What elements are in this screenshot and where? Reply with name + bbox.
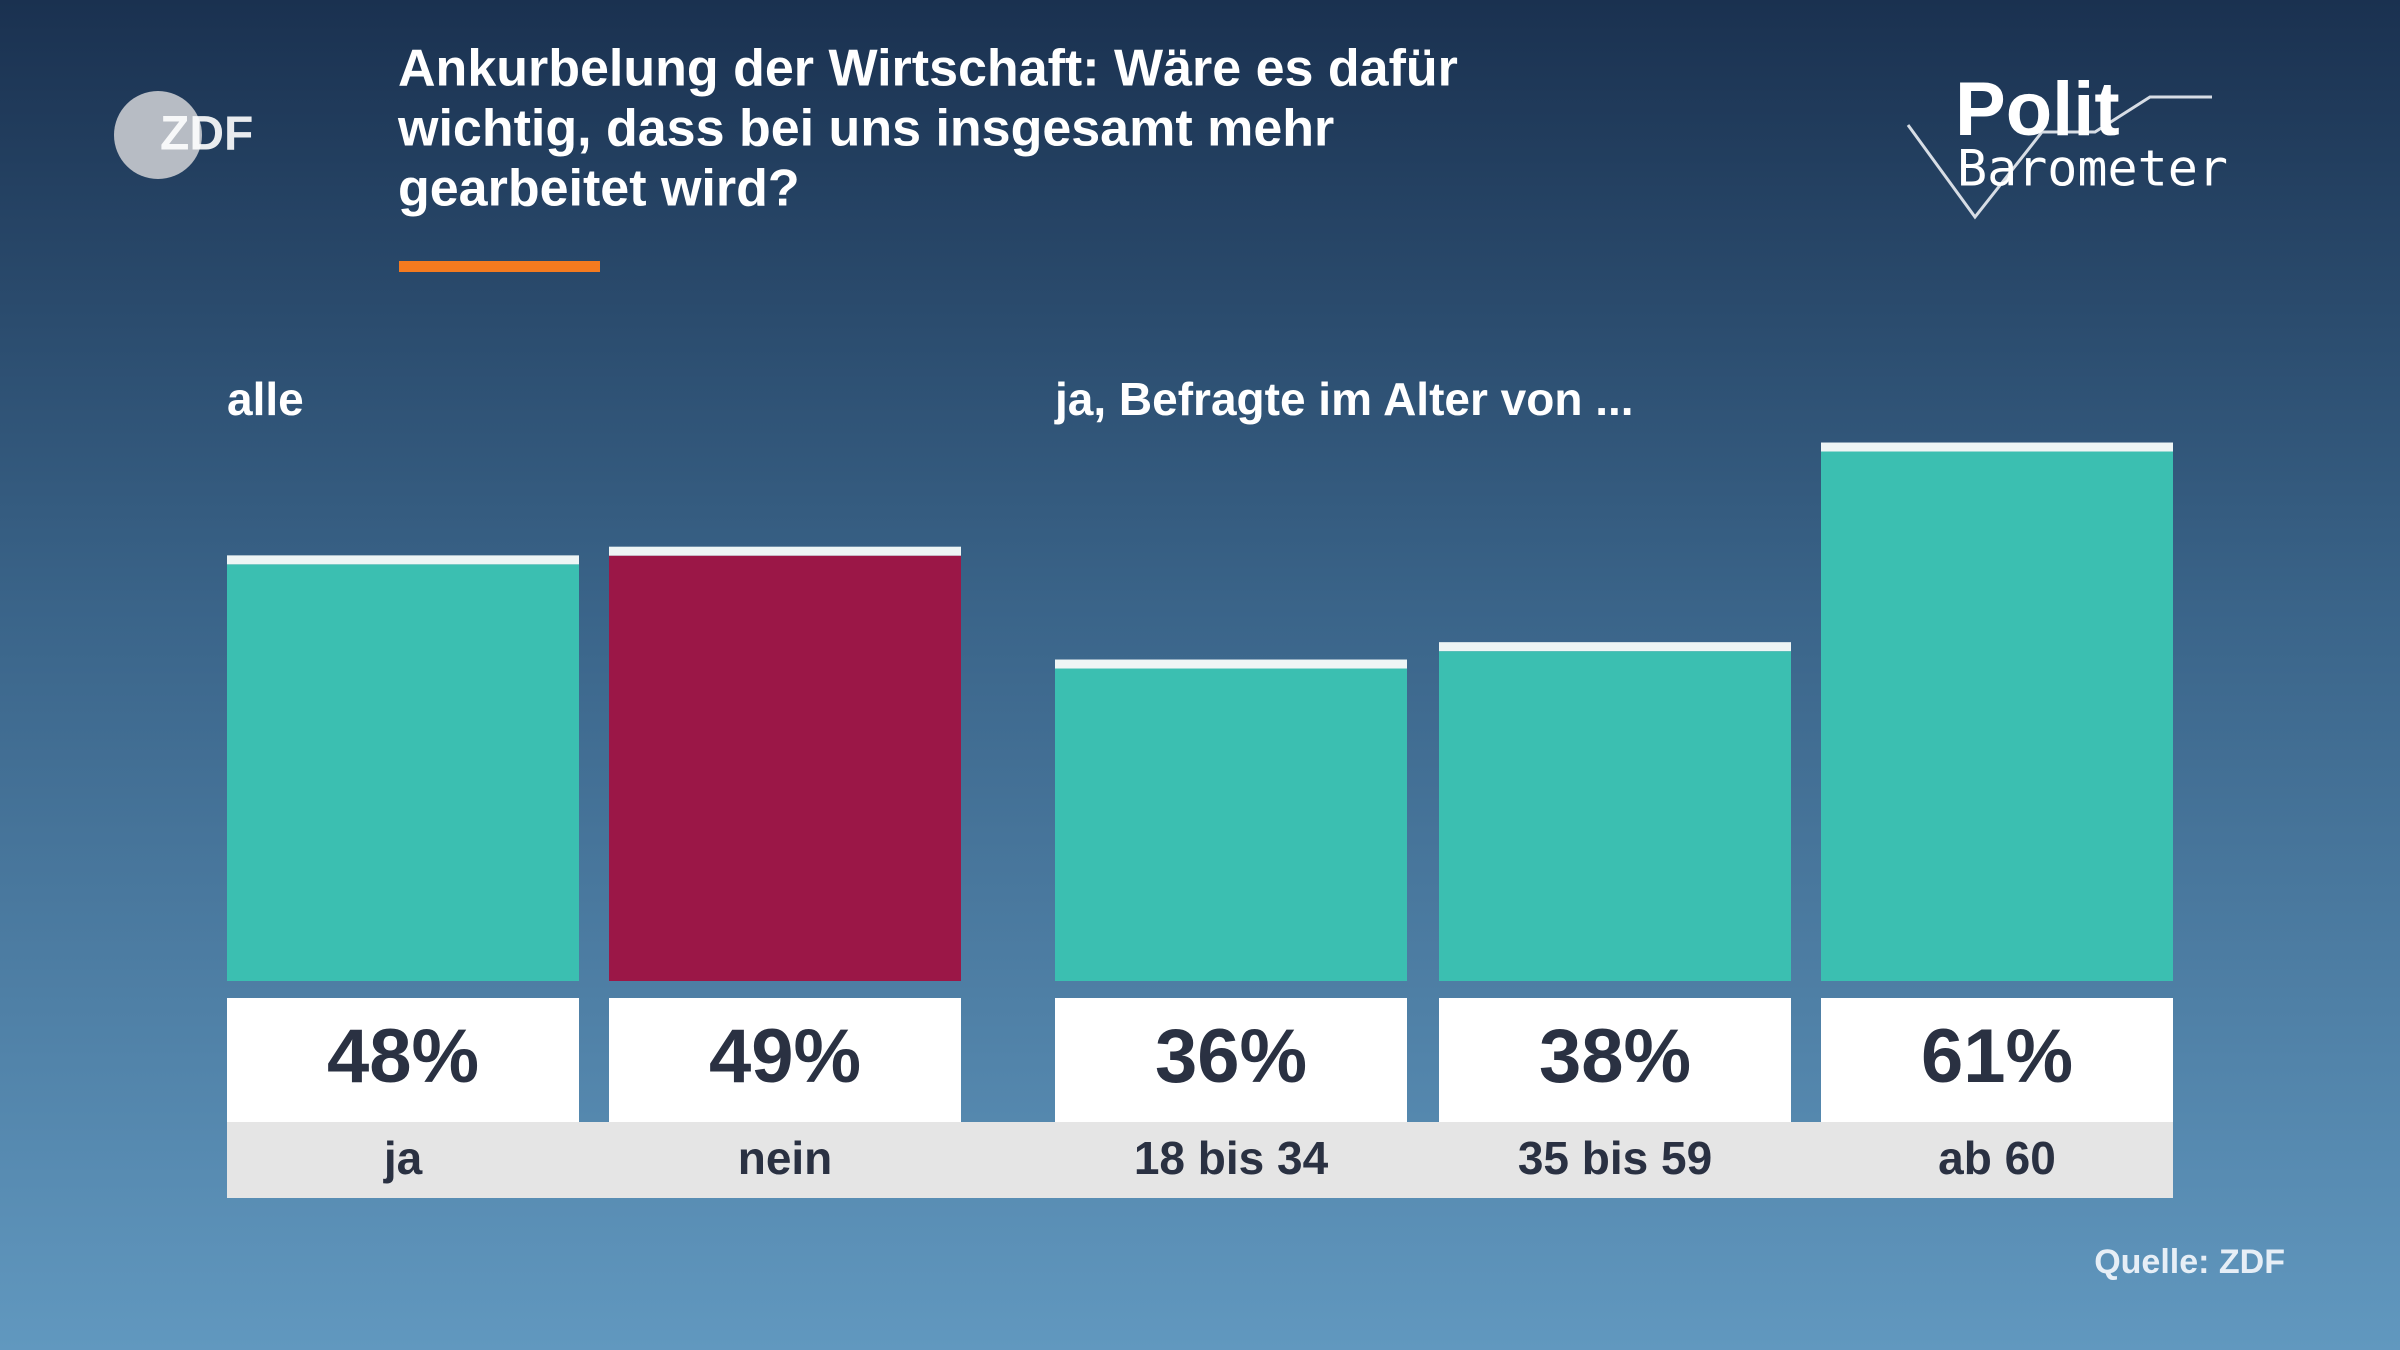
bar: [1821, 451, 2173, 981]
group-label: alle: [227, 373, 304, 425]
category-label: nein: [738, 1132, 833, 1184]
value-label: 38%: [1539, 1014, 1691, 1099]
bar-cap: [1055, 659, 1407, 669]
brand-title: Polit: [1955, 67, 2120, 152]
value-label: 49%: [709, 1014, 861, 1099]
category-label: ja: [383, 1132, 423, 1184]
logo-text: ZDF: [160, 108, 253, 161]
category-strip: [227, 1122, 2173, 1198]
bar: [1439, 651, 1791, 981]
logo-circle: [114, 91, 202, 179]
bar-cap: [227, 555, 579, 565]
title-line: gearbeitet wird?: [398, 160, 800, 218]
value-label: 61%: [1921, 1014, 2073, 1099]
value-box: [1055, 998, 1407, 1122]
bar: [1055, 668, 1407, 981]
bar: [609, 555, 961, 981]
bar-cap: [609, 546, 961, 556]
value-box: [227, 998, 579, 1122]
value-box: [1439, 998, 1791, 1122]
value-label: 48%: [327, 1014, 479, 1099]
bar-cap: [1821, 442, 2173, 452]
title-line: wichtig, dass bei uns insgesamt mehr: [397, 100, 1334, 158]
category-label: ab 60: [1938, 1132, 2056, 1184]
bar: [227, 564, 579, 981]
brand-subtitle: Barometer: [1957, 140, 2228, 198]
title-accent: [399, 261, 600, 272]
title-line: Ankurbelung der Wirtschaft: Wäre es dafü…: [398, 40, 1458, 98]
value-box: [1821, 998, 2173, 1122]
brand-check: [1906, 95, 2212, 220]
value-label: 36%: [1155, 1014, 1307, 1099]
category-label: 18 bis 34: [1134, 1132, 1329, 1184]
bar-cap: [1439, 642, 1791, 652]
value-box: [609, 998, 961, 1122]
group-label: ja, Befragte im Alter von ...: [1054, 373, 1634, 425]
source: Quelle: ZDF: [2094, 1243, 2285, 1281]
category-label: 35 bis 59: [1518, 1132, 1712, 1184]
